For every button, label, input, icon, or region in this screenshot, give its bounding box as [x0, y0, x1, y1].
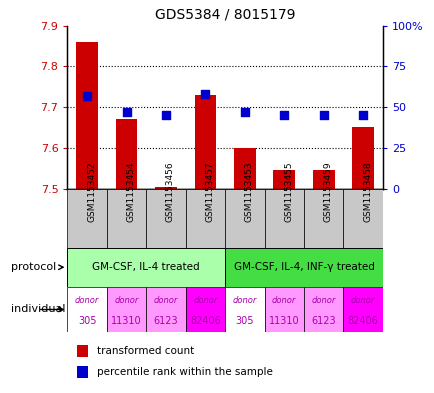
Bar	[225, 248, 382, 287]
Title: GDS5384 / 8015179: GDS5384 / 8015179	[155, 7, 295, 22]
Text: individual: individual	[11, 305, 65, 314]
Text: 305: 305	[235, 316, 253, 326]
Bar	[303, 189, 342, 248]
Text: GSM1153453: GSM1153453	[244, 161, 253, 222]
Point	[241, 109, 248, 115]
Text: 6123: 6123	[311, 316, 335, 326]
Bar	[225, 287, 264, 332]
Text: GM-CSF, IL-4 treated: GM-CSF, IL-4 treated	[92, 262, 200, 272]
Text: GSM1153459: GSM1153459	[323, 161, 332, 222]
Text: GSM1153454: GSM1153454	[126, 162, 135, 222]
Text: 11310: 11310	[268, 316, 299, 326]
Bar	[77, 345, 88, 357]
Point	[359, 112, 366, 118]
Bar	[107, 287, 146, 332]
Text: GSM1153457: GSM1153457	[205, 161, 214, 222]
Bar	[115, 119, 137, 189]
Point	[123, 109, 130, 115]
Text: donor: donor	[271, 296, 296, 305]
Bar	[185, 189, 225, 248]
Bar	[312, 170, 334, 189]
Text: 11310: 11310	[111, 316, 141, 326]
Bar	[352, 127, 373, 189]
Bar	[342, 287, 382, 332]
Bar	[264, 287, 303, 332]
Text: transformed count: transformed count	[97, 346, 194, 356]
Text: donor: donor	[154, 296, 178, 305]
Bar	[233, 148, 255, 189]
Text: 82406: 82406	[190, 316, 220, 326]
Bar	[107, 189, 146, 248]
Text: donor: donor	[114, 296, 138, 305]
Bar	[77, 366, 88, 378]
Text: 82406: 82406	[347, 316, 378, 326]
Bar	[146, 189, 185, 248]
Point	[83, 92, 90, 99]
Text: GM-CSF, IL-4, INF-γ treated: GM-CSF, IL-4, INF-γ treated	[233, 262, 374, 272]
Bar	[225, 189, 264, 248]
Text: 6123: 6123	[153, 316, 178, 326]
Text: donor: donor	[311, 296, 335, 305]
Text: GSM1153452: GSM1153452	[87, 162, 96, 222]
Bar	[264, 189, 303, 248]
Bar	[303, 287, 342, 332]
Text: protocol: protocol	[11, 262, 63, 272]
Bar	[185, 287, 225, 332]
Bar	[342, 189, 382, 248]
Bar	[67, 189, 107, 248]
Bar	[155, 187, 176, 189]
Point	[280, 112, 287, 118]
Text: GSM1153458: GSM1153458	[362, 161, 371, 222]
Text: 305: 305	[78, 316, 96, 326]
Bar	[146, 287, 185, 332]
Text: GSM1153456: GSM1153456	[166, 161, 174, 222]
Bar	[273, 170, 294, 189]
Text: GSM1153455: GSM1153455	[283, 161, 293, 222]
Bar	[76, 42, 98, 189]
Point	[319, 112, 326, 118]
Text: donor: donor	[232, 296, 256, 305]
Text: donor: donor	[350, 296, 375, 305]
Point	[201, 91, 208, 97]
Bar	[67, 248, 225, 287]
Text: donor: donor	[193, 296, 217, 305]
Bar	[194, 95, 216, 189]
Point	[162, 112, 169, 118]
Text: percentile rank within the sample: percentile rank within the sample	[97, 367, 273, 377]
Text: donor: donor	[75, 296, 99, 305]
Bar	[67, 287, 107, 332]
